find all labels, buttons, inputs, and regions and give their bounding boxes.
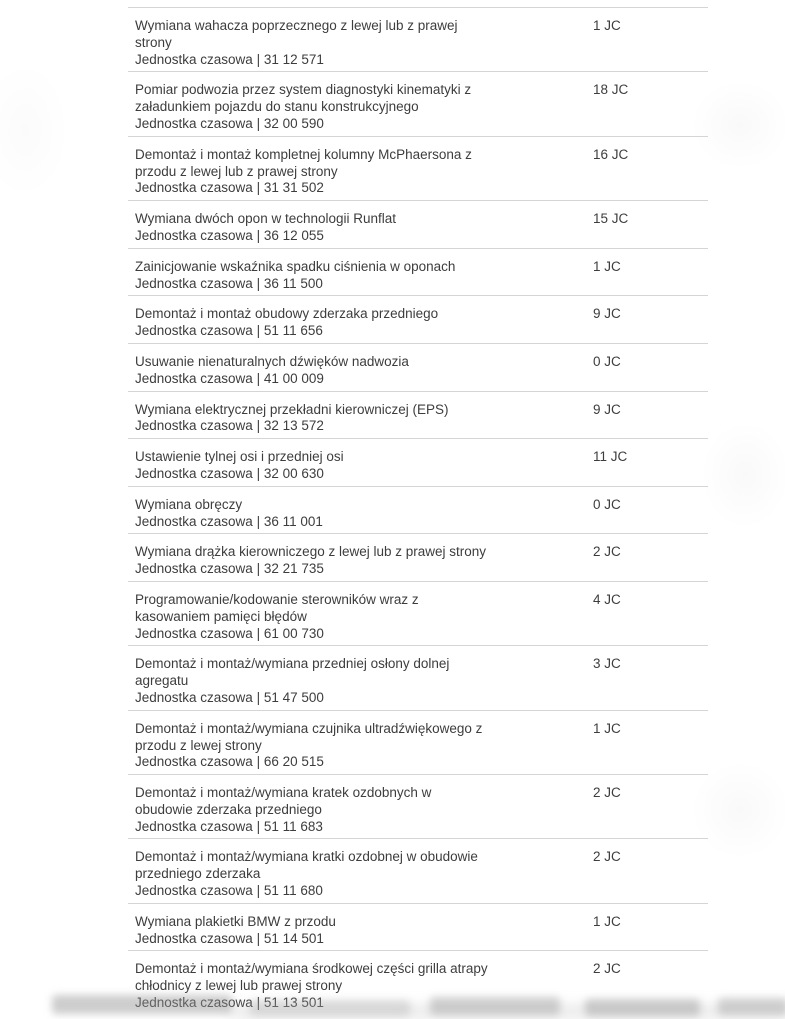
service-row: Zainicjowanie wskaźnika spadku ciśnienia…: [128, 247, 708, 296]
service-row: Demontaż i montaż/wymiana kratki ozdobne…: [128, 838, 708, 902]
service-row: Wymiana wahacza poprzecznego z lewej lub…: [128, 7, 708, 71]
service-time-value: 1 JC: [593, 258, 621, 274]
service-row: Demontaż i montaż/wymiana czujnika ultra…: [128, 709, 708, 774]
service-time-unit-code: Jednostka czasowa | 51 14 501: [135, 930, 324, 946]
service-time-unit-code: Jednostka czasowa | 32 21 735: [135, 561, 324, 577]
service-time-value: 2 JC: [593, 961, 621, 977]
service-row: Demontaż i montaż obudowy zderzaka przed…: [128, 295, 708, 343]
service-title: Demontaż i montaż/wymiana kratek ozdobny…: [135, 785, 432, 817]
service-time-value: 0 JC: [593, 496, 621, 512]
service-row: Ustawienie tylnej osi i przedniej osi Je…: [128, 438, 708, 486]
service-title: Demontaż i montaż/wymiana środkowej częś…: [135, 961, 488, 994]
service-title: Demontaż i montaż/wymiana kratki ozdobne…: [135, 849, 478, 882]
service-time-value: 0 JC: [593, 353, 621, 369]
watermark-blotch: [0, 60, 70, 200]
service-title: Demontaż i montaż/wymiana przedniej osło…: [135, 656, 450, 689]
service-title: Wymiana drążka kierowniczego z lewej lub…: [135, 544, 487, 560]
service-time-unit-code: Jednostka czasowa | 36 11 001: [135, 513, 323, 529]
service-row: Wymiana drążka kierowniczego z lewej lub…: [128, 533, 708, 581]
service-time-value: 1 JC: [593, 18, 621, 33]
service-time-value: 15 JC: [593, 211, 629, 227]
service-title: Wymiana plakietki BMW z przodu: [135, 913, 336, 929]
service-time-unit-code: Jednostka czasowa | 61 00 730: [135, 625, 324, 641]
service-time-value: 1 JC: [593, 913, 621, 929]
service-time-unit-code: Jednostka czasowa | 31 31 502: [135, 180, 324, 196]
service-time-value: 2 JC: [593, 849, 621, 865]
service-list: Wymiana wahacza poprzecznego z lewej lub…: [128, 7, 708, 1015]
service-time-value: 9 JC: [593, 401, 621, 417]
service-row: Programowanie/kodowanie sterowników wraz…: [128, 580, 708, 645]
service-time-value: 16 JC: [593, 146, 629, 162]
service-title: Usuwanie nienaturalnych dźwięków nadwozi…: [135, 353, 409, 369]
service-title: Demontaż i montaż/wymiana czujnika ultra…: [135, 720, 483, 753]
service-time-unit-code: Jednostka czasowa | 36 12 055: [135, 227, 324, 243]
service-time-value: 18 JC: [593, 82, 629, 98]
service-title: Pomiar podwozia przez system diagnostyki…: [135, 82, 472, 115]
service-time-unit-code: Jednostka czasowa | 36 11 500: [135, 275, 323, 291]
service-time-unit-code: Jednostka czasowa | 32 13 572: [135, 418, 324, 434]
service-time-value: 4 JC: [593, 591, 621, 607]
service-title: Wymiana wahacza poprzecznego z lewej lub…: [135, 18, 458, 50]
service-title: Wymiana dwóch opon w technologii Runflat: [135, 211, 397, 227]
service-row: Demontaż i montaż kompletnej kolumny McP…: [128, 135, 708, 200]
service-time-unit-code: Jednostka czasowa | 51 13 501: [135, 995, 324, 1011]
service-time-unit-code: Jednostka czasowa | 51 47 500: [135, 689, 324, 705]
service-title: Programowanie/kodowanie sterowników wraz…: [135, 591, 419, 624]
service-row: Wymiana elektrycznej przekładni kierowni…: [128, 390, 708, 439]
service-time-unit-code: Jednostka czasowa | 32 00 590: [135, 115, 324, 131]
service-time-value: 9 JC: [593, 306, 621, 322]
service-time-unit-code: Jednostka czasowa | 51 11 656: [135, 323, 323, 339]
service-row: Wymiana plakietki BMW z przodu Jednostka…: [128, 902, 708, 951]
service-row: Demontaż i montaż/wymiana przedniej osło…: [128, 645, 708, 709]
service-time-unit-code: Jednostka czasowa | 51 11 680: [135, 883, 323, 899]
service-time-unit-code: Jednostka czasowa | 51 11 683: [135, 818, 323, 834]
service-row: Usuwanie nienaturalnych dźwięków nadwozi…: [128, 342, 708, 391]
service-time-unit-code: Jednostka czasowa | 32 00 630: [135, 465, 324, 481]
service-title: Ustawienie tylnej osi i przedniej osi: [135, 449, 344, 465]
service-time-value: 3 JC: [593, 656, 621, 672]
service-title: Demontaż i montaż kompletnej kolumny McP…: [135, 146, 472, 179]
service-row: Demontaż i montaż/wymiana środkowej częś…: [128, 950, 708, 1014]
service-time-value: 11 JC: [593, 449, 628, 465]
watermark-blotch: [700, 420, 785, 530]
service-row: Pomiar podwozia przez system diagnostyki…: [128, 71, 708, 135]
service-time-unit-code: Jednostka czasowa | 41 00 009: [135, 370, 324, 386]
service-row: Wymiana obręczy Jednostka czasowa | 36 1…: [128, 485, 708, 534]
service-title: Wymiana elektrycznej przekładni kierowni…: [135, 401, 449, 417]
service-title: Zainicjowanie wskaźnika spadku ciśnienia…: [135, 258, 456, 274]
service-row: Demontaż i montaż/wymiana kratek ozdobny…: [128, 774, 708, 838]
service-time-value: 2 JC: [593, 544, 621, 560]
service-time-unit-code: Jednostka czasowa | 31 12 571: [135, 51, 324, 67]
service-time-value: 2 JC: [593, 785, 621, 801]
service-title: Wymiana obręczy: [135, 496, 243, 512]
service-time-value: 1 JC: [593, 720, 621, 736]
service-title: Demontaż i montaż obudowy zderzaka przed…: [135, 306, 439, 322]
service-row: Wymiana dwóch opon w technologii Runflat…: [128, 200, 708, 248]
service-time-unit-code: Jednostka czasowa | 66 20 515: [135, 754, 324, 770]
